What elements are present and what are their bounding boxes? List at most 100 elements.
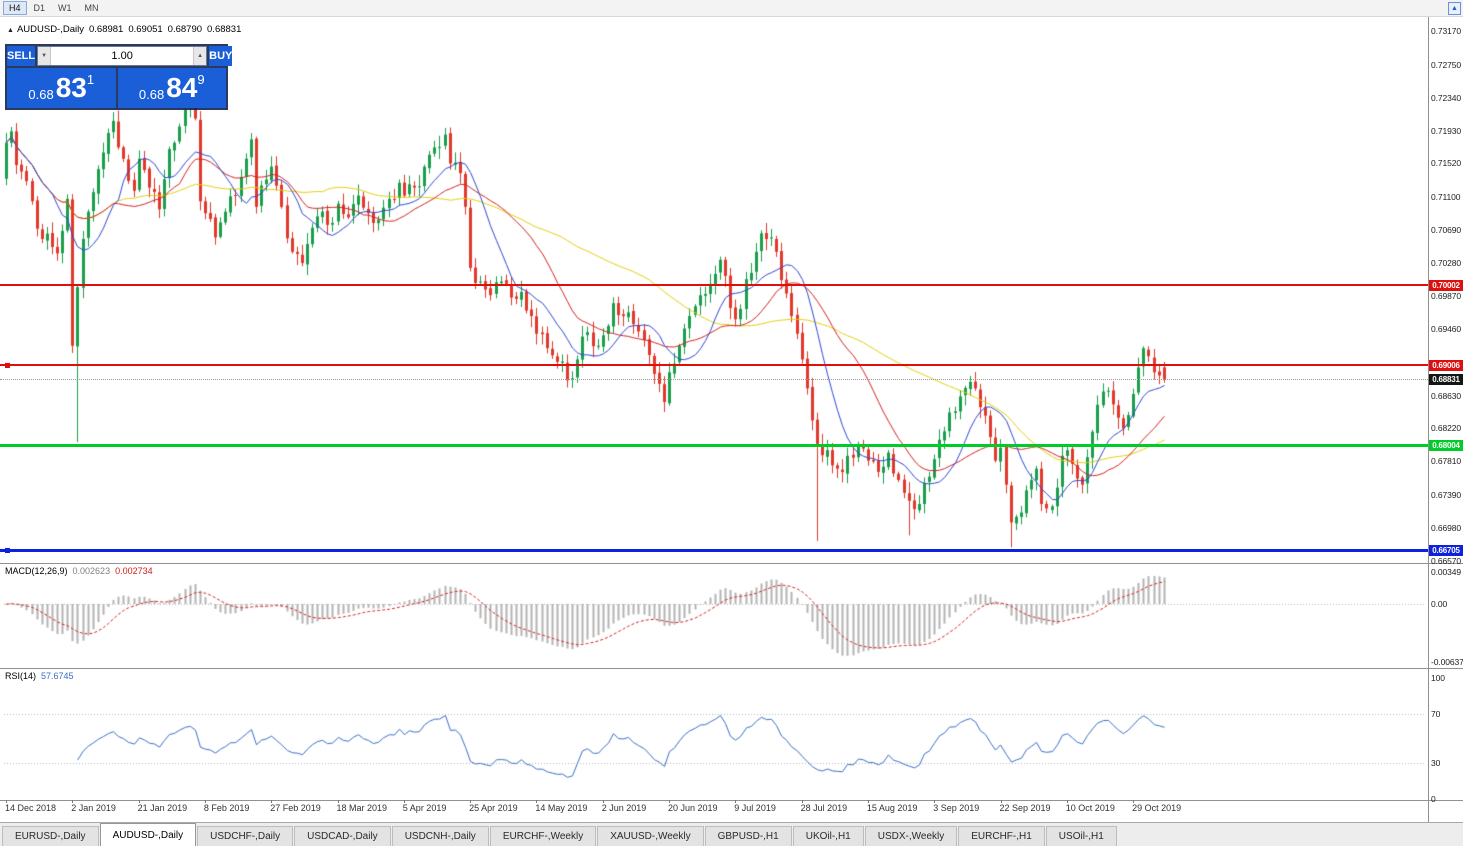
- rsi-scale-label: 100: [1431, 673, 1445, 683]
- date-axis-label: 3 Sep 2019: [933, 803, 980, 813]
- timeframe-toolbar: H4 D1 W1 MN ▲: [0, 0, 1463, 17]
- hline-0.68004[interactable]: [0, 444, 1428, 448]
- macd-scale-label: 0.00: [1431, 599, 1448, 609]
- tab-eurchf-weekly[interactable]: EURCHF-,Weekly: [489, 826, 597, 846]
- price-tag: 0.70002: [1429, 279, 1463, 291]
- date-tick: [602, 800, 604, 803]
- hline-0.70002[interactable]: [0, 284, 1428, 287]
- buy-price-big: 84: [166, 72, 198, 103]
- ohlc-close: 0.68831: [207, 24, 242, 35]
- date-tick: [1000, 800, 1002, 803]
- tab-usdx-weekly[interactable]: USDX-,Weekly: [864, 826, 958, 846]
- ohlc-open: 0.68981: [88, 24, 124, 35]
- rsi-value: 57.6745: [41, 671, 74, 681]
- date-axis-label: 5 Apr 2019: [402, 803, 447, 813]
- rsi-title: RSI(14): [5, 671, 37, 681]
- date-tick: [934, 800, 936, 803]
- date-tick: [470, 800, 472, 803]
- rsi-scale-label: 30: [1431, 757, 1441, 768]
- chevron-down-icon: ▼: [41, 53, 48, 59]
- date-axis-label: 18 Mar 2019: [336, 803, 388, 813]
- tab-usoil-h1[interactable]: USOil-,H1: [1045, 826, 1117, 846]
- rsi-label: RSI(14) 57.6745: [5, 671, 74, 681]
- date-axis-label: 27 Feb 2019: [270, 803, 321, 813]
- tab-usdcad-daily[interactable]: USDCAD-,Daily: [294, 826, 391, 846]
- price-tag: 0.66705: [1429, 544, 1463, 556]
- volume-decrement-button[interactable]: ▼: [38, 47, 52, 65]
- price-axis-label: 0.67390: [1431, 490, 1462, 501]
- symbol-tab-bar: EURUSD-,Daily AUDUSD-,Daily USDCHF-,Daily U…: [0, 822, 1463, 846]
- price-axis-divider: [1428, 17, 1429, 822]
- period-button-w1[interactable]: W1: [58, 3, 72, 13]
- macd-scale-label: 0.00349: [1431, 567, 1462, 578]
- price-axis-label: 0.70690: [1431, 225, 1462, 236]
- chevron-up-icon: ▲: [197, 53, 204, 59]
- panel-separator[interactable]: [0, 563, 1463, 564]
- macd-label: MACD(12,26,9) 0.002623 0.002734: [5, 566, 153, 576]
- price-axis-label: 0.70280: [1431, 258, 1462, 269]
- date-axis-label: 9 Jul 2019: [734, 803, 776, 813]
- volume-input[interactable]: [51, 47, 194, 65]
- rsi-scale-label: 70: [1431, 709, 1441, 720]
- timeframe-buttons: H4 D1 W1 MN: [3, 1, 106, 15]
- date-tick: [403, 800, 405, 803]
- hline-0.69006[interactable]: [0, 364, 1428, 367]
- tab-ukoil-h1[interactable]: UKOil-,H1: [792, 826, 864, 846]
- date-axis-label: 10 Oct 2019: [1065, 803, 1115, 813]
- date-axis-label: 29 Oct 2019: [1132, 803, 1182, 813]
- chart-corner-button[interactable]: ▲: [1448, 2, 1461, 15]
- period-button-d1[interactable]: D1: [33, 3, 46, 13]
- period-button-mn[interactable]: MN: [84, 3, 99, 13]
- one-click-trading-panel: SELL ▼ ▲ BUY 0.68 83 1 0.68 84 9: [5, 44, 233, 110]
- date-tick: [536, 800, 538, 803]
- chart-title: ▲ AUDUSD-,Daily 0.68981 0.69051 0.68790 0.688…: [7, 24, 241, 35]
- buy-price-display[interactable]: 0.68 84 9: [117, 68, 226, 108]
- panel-separator[interactable]: [0, 668, 1463, 669]
- line-handle[interactable]: [5, 362, 10, 368]
- macd-title: MACD(12,26,9): [5, 566, 68, 576]
- price-tag: 0.69006: [1429, 359, 1463, 371]
- sell-button[interactable]: SELL: [7, 46, 36, 66]
- hline-0.66705[interactable]: [0, 548, 1428, 552]
- sell-price-display[interactable]: 0.68 83 1: [7, 68, 116, 108]
- price-axis-label: 0.72340: [1431, 92, 1462, 103]
- date-axis-label: 20 Jun 2019: [668, 803, 718, 813]
- price-axis-label: 0.67810: [1431, 456, 1462, 467]
- date-tick: [801, 800, 803, 803]
- date-tick: [735, 800, 737, 803]
- panel-separator: [0, 800, 1463, 801]
- one-click-panel-toggle-icon[interactable]: ▲: [7, 27, 14, 34]
- tab-usdcnh-daily[interactable]: USDCNH-,Daily: [391, 826, 489, 846]
- date-tick: [72, 800, 74, 803]
- volume-increment-button[interactable]: ▲: [193, 47, 207, 65]
- tab-usdchf-daily[interactable]: USDCHF-,Daily: [197, 826, 294, 846]
- sell-price-prefix: 0.68: [28, 87, 54, 102]
- price-axis-label: 0.73170: [1431, 26, 1462, 36]
- date-axis-label: 2 Jun 2019: [601, 803, 647, 813]
- date-axis-label: 15 Aug 2019: [866, 803, 918, 813]
- tab-xauusd-weekly[interactable]: XAUUSD-,Weekly: [597, 826, 704, 846]
- price-axis-label: 0.66570: [1431, 555, 1462, 566]
- date-axis-label: 8 Feb 2019: [203, 803, 250, 813]
- price-axis-label: 0.68630: [1431, 390, 1462, 401]
- ohlc-low: 0.68790: [167, 24, 203, 35]
- date-tick: [204, 800, 206, 803]
- period-button-h4[interactable]: H4: [3, 1, 27, 15]
- tab-eurchf-h1[interactable]: EURCHF-,H1: [958, 826, 1045, 846]
- macd-signal-value: 0.002734: [115, 566, 153, 576]
- price-axis-label: 0.66980: [1431, 523, 1462, 534]
- line-handle[interactable]: [5, 547, 10, 553]
- date-tick: [6, 800, 7, 803]
- tab-eurusd-daily[interactable]: EURUSD-,Daily: [2, 826, 99, 846]
- price-axis-label: 0.68220: [1431, 423, 1462, 434]
- chart-symbol-label: AUDUSD-,Daily: [16, 24, 84, 35]
- tab-audusd-daily[interactable]: AUDUSD-,Daily: [99, 823, 197, 846]
- price-axis-label: 0.69460: [1431, 323, 1462, 334]
- date-axis-label: 14 Dec 2018: [5, 803, 57, 813]
- buy-button[interactable]: BUY: [209, 46, 233, 66]
- date-tick: [669, 800, 670, 803]
- tab-gbpusd-h1[interactable]: GBPUSD-,H1: [704, 826, 792, 846]
- date-tick: [337, 800, 339, 803]
